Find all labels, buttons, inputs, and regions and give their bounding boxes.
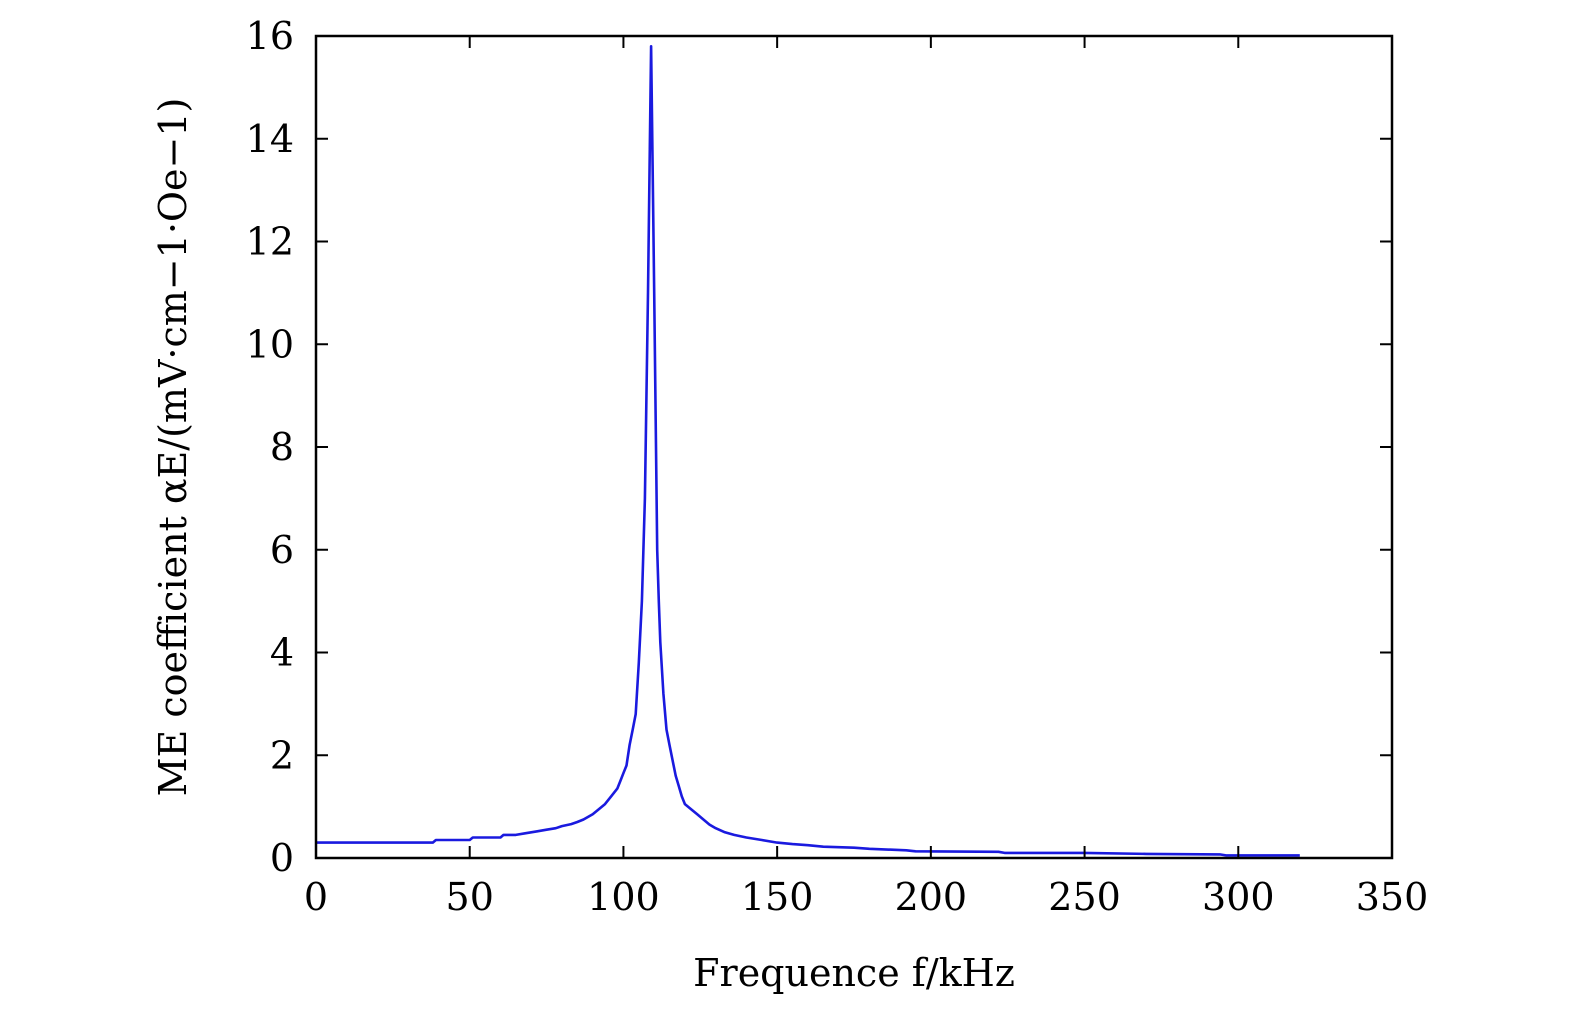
x-axis-label: Frequence f/kHz: [693, 951, 1015, 995]
y-tick-label: 4: [270, 631, 294, 675]
y-tick-label: 6: [270, 528, 294, 572]
x-tick-label: 150: [741, 875, 814, 919]
x-tick-label: 350: [1356, 875, 1429, 919]
y-tick-label: 14: [246, 117, 294, 161]
x-tick-label: 300: [1202, 875, 1275, 919]
y-tick-label: 2: [270, 733, 294, 777]
y-tick-label: 12: [246, 220, 294, 264]
y-tick-label: 0: [270, 836, 294, 880]
axis-ticks: [315, 35, 1393, 859]
y-axis-label: ME coefficient αE/(mV·cm−1·Oe−1): [151, 98, 195, 797]
y-tick-label: 8: [270, 425, 294, 469]
plot-frame: [314, 34, 1394, 860]
x-tick-label: 100: [587, 875, 660, 919]
y-tick-label: 10: [246, 322, 294, 366]
plot-area: [316, 44, 1300, 857]
y-tick-label: 16: [246, 14, 294, 58]
x-tick-label: 250: [1048, 875, 1121, 919]
tick-labels: 0 50 100 150 200 250 300 350 0 2 4 6 8 10 12 14 16: [246, 14, 1429, 919]
x-tick-label: 200: [895, 875, 968, 919]
x-tick-label: 0: [304, 875, 328, 919]
x-tick-label: 50: [446, 875, 494, 919]
series-line: [316, 44, 1300, 857]
